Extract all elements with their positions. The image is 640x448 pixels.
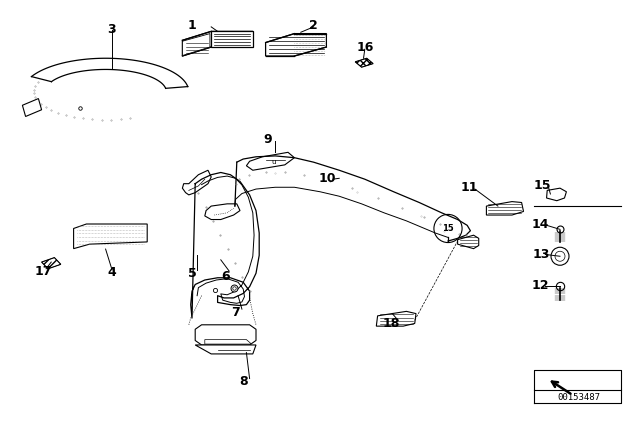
Polygon shape	[235, 156, 470, 241]
Text: 4: 4	[108, 266, 116, 279]
Text: 18: 18	[383, 317, 401, 330]
Text: 2: 2	[309, 19, 318, 33]
Polygon shape	[458, 235, 479, 249]
Polygon shape	[191, 172, 259, 318]
Text: 6: 6	[221, 270, 230, 283]
Text: 7: 7	[231, 306, 240, 319]
Text: 3: 3	[108, 22, 116, 36]
Polygon shape	[211, 31, 253, 47]
Polygon shape	[74, 224, 147, 249]
Text: 5: 5	[188, 267, 196, 280]
Text: 16: 16	[356, 41, 374, 55]
Polygon shape	[266, 34, 326, 56]
Text: 13: 13	[532, 248, 550, 261]
Text: 9: 9	[263, 133, 272, 146]
Polygon shape	[246, 152, 294, 170]
Polygon shape	[182, 31, 253, 56]
Polygon shape	[42, 258, 61, 269]
Polygon shape	[376, 311, 416, 326]
Text: 1: 1	[188, 19, 196, 33]
Polygon shape	[486, 202, 524, 215]
Polygon shape	[355, 58, 373, 67]
Polygon shape	[205, 340, 252, 344]
Text: u: u	[271, 159, 276, 165]
Text: 12: 12	[532, 279, 550, 293]
Polygon shape	[547, 188, 566, 201]
Text: 11: 11	[460, 181, 478, 194]
Text: 14: 14	[532, 217, 550, 231]
Text: 15: 15	[442, 224, 454, 233]
Text: 00153487: 00153487	[557, 393, 601, 402]
Polygon shape	[182, 170, 211, 195]
Polygon shape	[22, 99, 42, 116]
Polygon shape	[205, 204, 240, 220]
Polygon shape	[182, 34, 210, 56]
Polygon shape	[195, 325, 256, 345]
Text: 10: 10	[319, 172, 337, 185]
Polygon shape	[31, 58, 188, 88]
Polygon shape	[195, 345, 256, 354]
Text: 17: 17	[35, 264, 52, 278]
Text: 8: 8	[239, 375, 248, 388]
Text: 15: 15	[534, 179, 552, 193]
